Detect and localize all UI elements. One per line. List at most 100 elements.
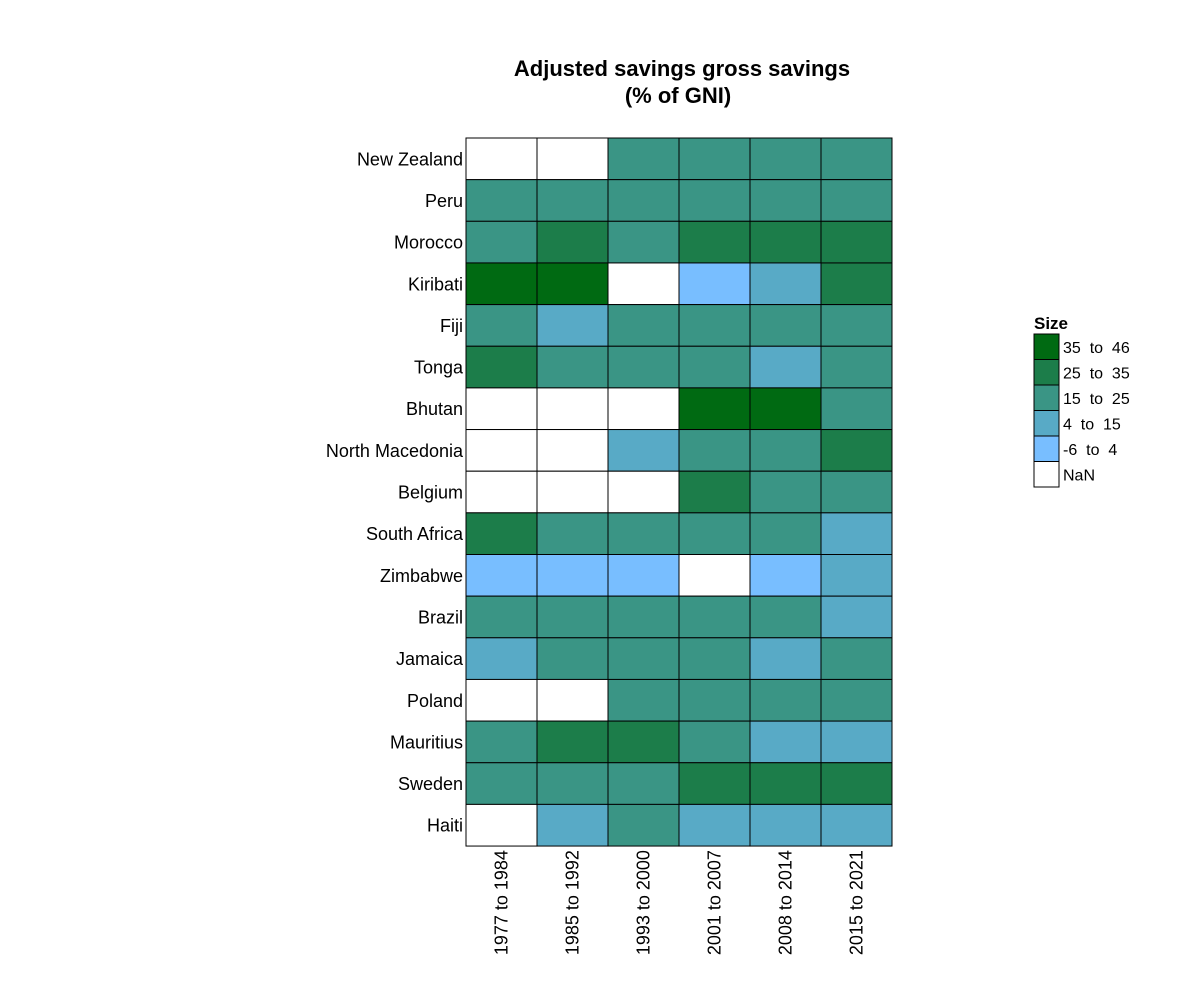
row-label-poland: Poland [407, 691, 463, 711]
legend-swatch-6-to-4 [1033, 435, 1060, 462]
heatmap-cell-belgium-4 [678, 470, 751, 514]
row-label-jamaica: Jamaica [396, 649, 464, 669]
heatmap-cell-mauritius-5 [749, 720, 822, 764]
heatmap-cell-fiji-6 [820, 304, 893, 347]
heatmap-cell-brazil-4 [678, 595, 751, 639]
heatmap-cell-sweden-1 [465, 762, 538, 805]
column-labels: 1977 to 1984 1985 to 1992 1993 to 2000 2001… [492, 850, 867, 955]
row-label-morocco: Morocco [394, 233, 463, 253]
heatmap-grid [465, 137, 893, 847]
heatmap-cell-brazil-2 [536, 595, 609, 639]
heatmap-cell-belgium-1 [465, 470, 538, 514]
heatmap-cell-bhutan-4 [678, 387, 751, 431]
heatmap-cell-belgium-3 [607, 470, 680, 514]
heatmap-cell-sweden-6 [820, 762, 893, 805]
heatmap-cell-kiribati-2 [536, 262, 609, 306]
heatmap-cell-morocco-6 [820, 220, 893, 264]
heatmap-cell-north-macedonia-1 [465, 429, 538, 472]
heatmap-cell-tonga-4 [678, 345, 751, 389]
legend-label-35-to-46: 35 to 46 [1063, 340, 1130, 357]
heatmap-cell-south-africa-2 [536, 512, 609, 555]
column-label-6: 2015 to 2021 [847, 850, 867, 955]
heatmap-cell-tonga-2 [536, 345, 609, 389]
heatmap-cell-peru-5 [749, 179, 822, 222]
heatmap-cell-poland-2 [536, 678, 609, 722]
legend-swatch-4-to-15 [1033, 410, 1060, 437]
row-label-south-africa: South Africa [366, 524, 464, 544]
heatmap-cell-jamaica-4 [678, 637, 751, 680]
heatmap-cell-sweden-5 [749, 762, 822, 805]
row-label-sweden: Sweden [398, 774, 463, 794]
row-label-north-macedonia: North Macedonia [326, 441, 464, 461]
heatmap-cell-morocco-4 [678, 220, 751, 264]
heatmap-cell-south-africa-4 [678, 512, 751, 555]
heatmap-cell-kiribati-4 [678, 262, 751, 306]
heatmap-cell-jamaica-6 [820, 637, 893, 680]
heatmap-cell-south-africa-3 [607, 512, 680, 555]
legend-label-6-to-4: -6 to 4 [1063, 442, 1117, 459]
legend-swatch-35-to-46 [1033, 333, 1060, 360]
heatmap-cell-peru-6 [820, 179, 893, 222]
heatmap-cell-sweden-3 [607, 762, 680, 805]
heatmap-cell-bhutan-5 [749, 387, 822, 431]
heatmap-cell-brazil-3 [607, 595, 680, 639]
heatmap-cell-morocco-1 [465, 220, 538, 264]
heatmap-cell-zimbabwe-5 [749, 554, 822, 597]
heatmap-cell-kiribati-6 [820, 262, 893, 306]
heatmap-cell-peru-3 [607, 179, 680, 222]
heatmap-cell-zimbabwe-4 [678, 554, 751, 597]
heatmap-cell-jamaica-5 [749, 637, 822, 680]
heatmap-cell-sweden-2 [536, 762, 609, 805]
row-label-haiti: Haiti [427, 816, 463, 836]
heatmap-cell-north-macedonia-2 [536, 429, 609, 472]
heatmap-cell-bhutan-2 [536, 387, 609, 431]
heatmap-cell-new-zealand-1 [465, 137, 538, 181]
heatmap-cell-jamaica-2 [536, 637, 609, 680]
heatmap-cell-mauritius-2 [536, 720, 609, 764]
heatmap-cell-north-macedonia-4 [678, 429, 751, 472]
heatmap-cell-peru-2 [536, 179, 609, 222]
heatmap-cell-new-zealand-4 [678, 137, 751, 181]
heatmap-cell-poland-1 [465, 678, 538, 722]
heatmap-cell-belgium-6 [820, 470, 893, 514]
heatmap-cell-zimbabwe-3 [607, 554, 680, 597]
row-label-fiji: Fiji [440, 316, 463, 336]
heatmap-cell-belgium-5 [749, 470, 822, 514]
heatmap-cell-poland-4 [678, 678, 751, 722]
heatmap-cell-tonga-6 [820, 345, 893, 389]
heatmap-cell-new-zealand-6 [820, 137, 893, 181]
heatmap-cell-south-africa-5 [749, 512, 822, 555]
heatmap-cell-haiti-3 [607, 803, 680, 847]
heatmap-cell-jamaica-3 [607, 637, 680, 680]
legend-label-nan: NaN [1063, 467, 1095, 484]
heatmap-cell-morocco-5 [749, 220, 822, 264]
row-label-bhutan: Bhutan [406, 399, 463, 419]
heatmap-cell-poland-6 [820, 678, 893, 722]
heatmap-cell-belgium-2 [536, 470, 609, 514]
heatmap-cell-brazil-6 [820, 595, 893, 639]
heatmap-cell-zimbabwe-2 [536, 554, 609, 597]
row-label-peru: Peru [425, 191, 463, 211]
heatmap-cell-bhutan-1 [465, 387, 538, 431]
heatmap-cell-kiribati-3 [607, 262, 680, 306]
heatmap-cell-bhutan-6 [820, 387, 893, 431]
heatmap-cell-haiti-5 [749, 803, 822, 847]
heatmap-cell-north-macedonia-6 [820, 429, 893, 472]
heatmap-cell-tonga-1 [465, 345, 538, 389]
column-label-1: 1977 to 1984 [492, 850, 512, 955]
heatmap-cell-kiribati-5 [749, 262, 822, 306]
heatmap-cell-fiji-2 [536, 304, 609, 347]
heatmap-cell-mauritius-4 [678, 720, 751, 764]
heatmap-cell-south-africa-6 [820, 512, 893, 555]
heatmap-cell-brazil-1 [465, 595, 538, 639]
heatmap-cell-new-zealand-5 [749, 137, 822, 181]
heatmap-cell-peru-1 [465, 179, 538, 222]
heatmap-cell-mauritius-6 [820, 720, 893, 764]
heatmap-cell-poland-3 [607, 678, 680, 722]
column-label-4: 2001 to 2007 [705, 850, 725, 955]
heatmap-cell-haiti-6 [820, 803, 893, 847]
row-label-kiribati: Kiribati [408, 274, 463, 294]
row-label-belgium: Belgium [398, 483, 463, 503]
heatmap-cell-jamaica-1 [465, 637, 538, 680]
